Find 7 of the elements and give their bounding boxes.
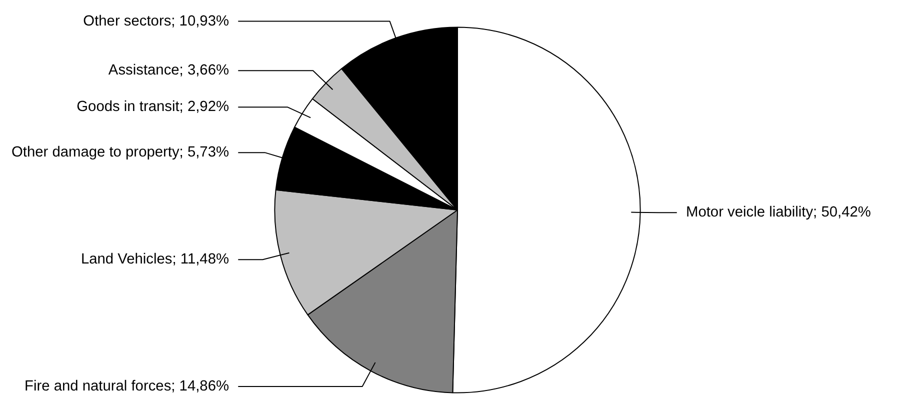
slice-label: Other damage to property; 5,73% — [11, 144, 230, 161]
slice-label: Other sectors; 10,93% — [83, 13, 230, 30]
slice-label: Fire and natural forces; 14,86% — [24, 378, 230, 395]
slice-label: Land Vehicles; 11,48% — [80, 252, 229, 268]
slice-label: Motor veicle liability; 50,42% — [686, 204, 871, 221]
slice-label: Assistance; 3,66% — [108, 62, 230, 79]
slice-label: Goods in transit; 2,92% — [76, 99, 230, 116]
